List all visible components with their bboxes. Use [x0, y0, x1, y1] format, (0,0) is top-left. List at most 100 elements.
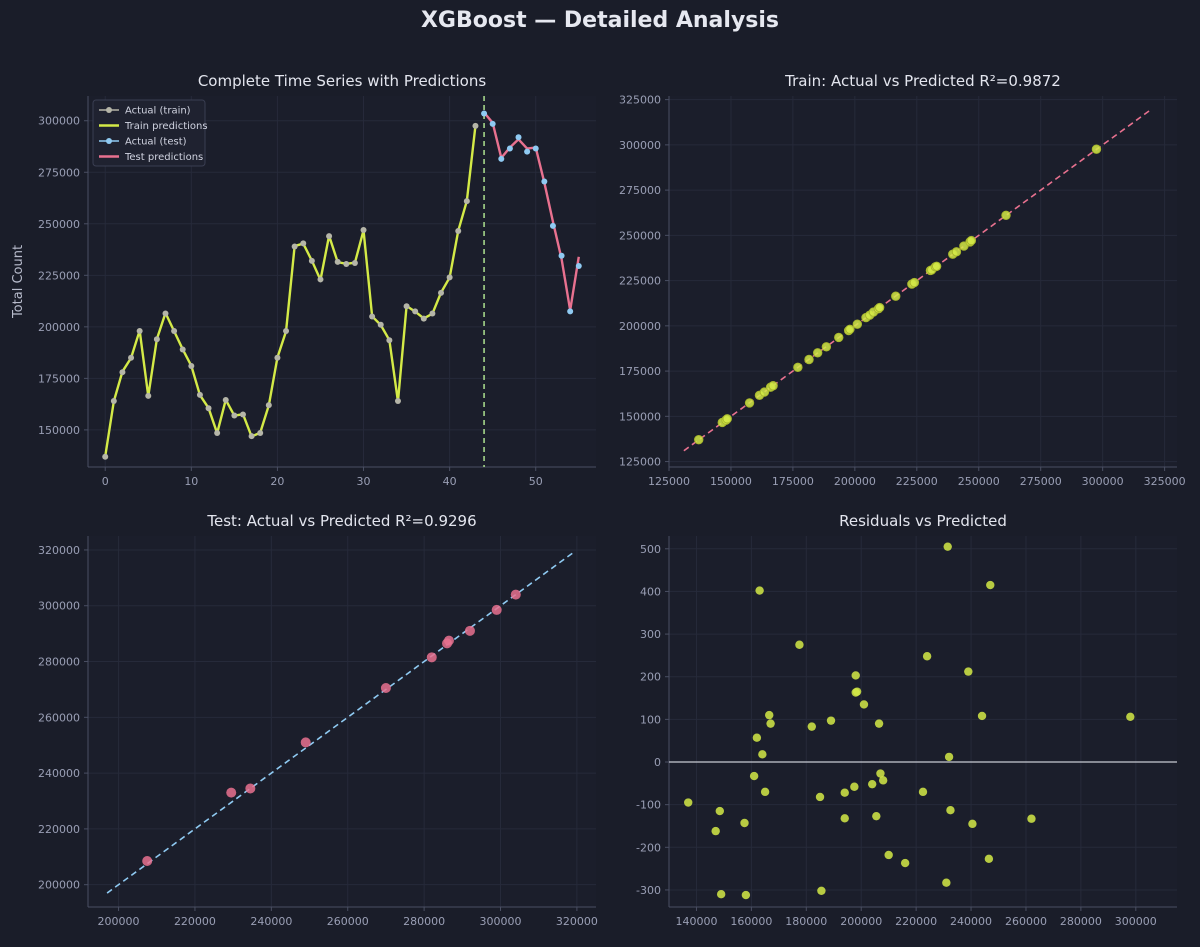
train_scatter-reference-line — [683, 108, 1153, 452]
series-point-actual-train- — [472, 122, 479, 129]
series-point-actual-train- — [369, 313, 376, 320]
timeseries-x-tick-label: 50 — [529, 475, 543, 488]
series-point-actual-train- — [231, 412, 238, 419]
series-point-actual-train- — [429, 310, 436, 317]
residuals-point — [878, 776, 888, 785]
timeseries-x-tick-label: 40 — [443, 475, 457, 488]
train_scatter-y-tick-label: 150000 — [619, 410, 661, 423]
test_scatter-y-tick-label: 200000 — [38, 879, 80, 892]
residuals-point — [984, 854, 994, 864]
train_scatter-x-tick-label: 175000 — [772, 475, 814, 488]
test_scatter-x-tick-label: 320000 — [556, 915, 598, 928]
train_scatter-x-tick-label: 275000 — [1020, 475, 1062, 488]
train_scatter-x-tick-label: 250000 — [958, 475, 1000, 488]
series-point-actual-train- — [248, 433, 255, 440]
test_scatter-point — [300, 737, 311, 748]
residuals-title: Residuals vs Predicted — [839, 512, 1007, 530]
test_scatter-point — [245, 783, 256, 794]
test_scatter-x-tick-label: 240000 — [250, 915, 292, 928]
series-point-actual-train- — [360, 226, 367, 233]
residuals-point — [749, 771, 759, 781]
residuals-point — [684, 798, 693, 807]
legend-entry: Test predictions — [124, 152, 203, 163]
test_scatter-point — [380, 683, 391, 694]
residuals-point — [840, 814, 849, 823]
residuals-point — [884, 850, 893, 860]
train_scatter-plot-area — [669, 96, 1177, 467]
residuals-point — [986, 580, 995, 590]
residuals-point — [876, 769, 885, 778]
train_scatter-y-tick-label: 275000 — [619, 184, 661, 197]
test_scatter-point — [443, 635, 454, 646]
residuals-point — [868, 779, 877, 789]
residuals-plot-area — [669, 536, 1177, 907]
series-point-actual-train- — [386, 337, 393, 344]
series-point-actual-train- — [446, 274, 453, 281]
train_scatter-point — [744, 398, 755, 408]
timeseries-x-tick-label: 30 — [357, 475, 371, 488]
series-point-actual-train- — [239, 411, 246, 418]
residuals-point — [900, 858, 910, 868]
test_scatter-y-tick-label: 240000 — [38, 767, 80, 780]
test_scatter-x-tick-label: 300000 — [480, 915, 522, 928]
legend-entry: Actual (train) — [125, 106, 191, 117]
train_scatter-y-tick-label: 175000 — [619, 365, 661, 378]
residuals-point — [741, 890, 751, 900]
train_scatter-point — [768, 381, 778, 391]
residuals-point — [922, 652, 932, 661]
train_scatter-y-tick-label: 125000 — [619, 456, 661, 469]
residuals-point — [918, 787, 928, 797]
series-point-actual-train- — [455, 228, 462, 235]
train_scatter-point — [759, 387, 770, 397]
timeseries-y-tick-label: 300000 — [38, 115, 80, 128]
train_scatter-point — [821, 342, 832, 352]
test_scatter-x-tick-label: 280000 — [403, 915, 445, 928]
test_scatter-point — [226, 787, 237, 798]
train_scatter-x-tick-label: 225000 — [896, 475, 938, 488]
residuals-y-tick-label: 0 — [654, 756, 661, 769]
residuals-point — [1126, 712, 1135, 722]
series-point-actual-train- — [412, 308, 419, 315]
residuals-point — [1027, 814, 1036, 823]
residuals-point — [852, 687, 862, 696]
residuals-point — [766, 719, 775, 728]
residuals-point — [715, 806, 724, 816]
test_scatter-point — [510, 589, 521, 600]
series-point-actual-train- — [136, 327, 143, 334]
series-point-actual-train- — [188, 363, 195, 370]
series-point-actual-train- — [343, 260, 350, 267]
series-point-actual-train- — [179, 346, 186, 353]
train_scatter-point — [891, 291, 901, 301]
residuals-y-tick-label: 500 — [640, 543, 661, 556]
train_scatter-point — [834, 332, 844, 343]
residuals-point — [968, 819, 977, 829]
series-point-actual-train- — [119, 369, 126, 376]
residuals-panel: 140000 160000 180000 200000 220000 240000 2600… — [636, 512, 1177, 928]
series-point-actual-train- — [265, 402, 272, 409]
timeseries-x-tick-label: 10 — [184, 475, 198, 488]
test_scatter-point — [464, 625, 475, 636]
timeseries-y-tick-label: 175000 — [38, 372, 80, 385]
timeseries-panel: 0 10 20 30 40 50 150000 175000 200000 225000 25000… — [11, 72, 596, 488]
train_scatter-x-tick-label: 300000 — [1082, 475, 1124, 488]
residuals-x-tick-label: 160000 — [730, 915, 772, 928]
series-point-actual-train- — [377, 321, 384, 328]
residuals-x-tick-label: 260000 — [1005, 915, 1047, 928]
test_scatter-y-tick-label: 320000 — [38, 544, 80, 557]
train_scatter-x-tick-label: 125000 — [648, 475, 690, 488]
series-point-actual-test- — [489, 120, 496, 127]
train_scatter-point — [931, 261, 942, 271]
timeseries-y-tick-label: 250000 — [38, 218, 80, 231]
series-point-actual-train- — [171, 327, 178, 334]
train_scatter-x-tick-label: 150000 — [710, 475, 752, 488]
series-point-actual-train- — [420, 315, 427, 322]
train_scatter-point — [874, 302, 885, 313]
series-point-actual-test- — [506, 145, 513, 152]
timeseries-y-tick-label: 225000 — [38, 269, 80, 282]
train_scatter-point — [812, 348, 823, 358]
series-point-actual-train- — [438, 289, 445, 296]
residuals-x-tick-label: 180000 — [785, 915, 827, 928]
series-point-actual-train- — [463, 198, 470, 205]
residuals-point — [755, 586, 764, 595]
